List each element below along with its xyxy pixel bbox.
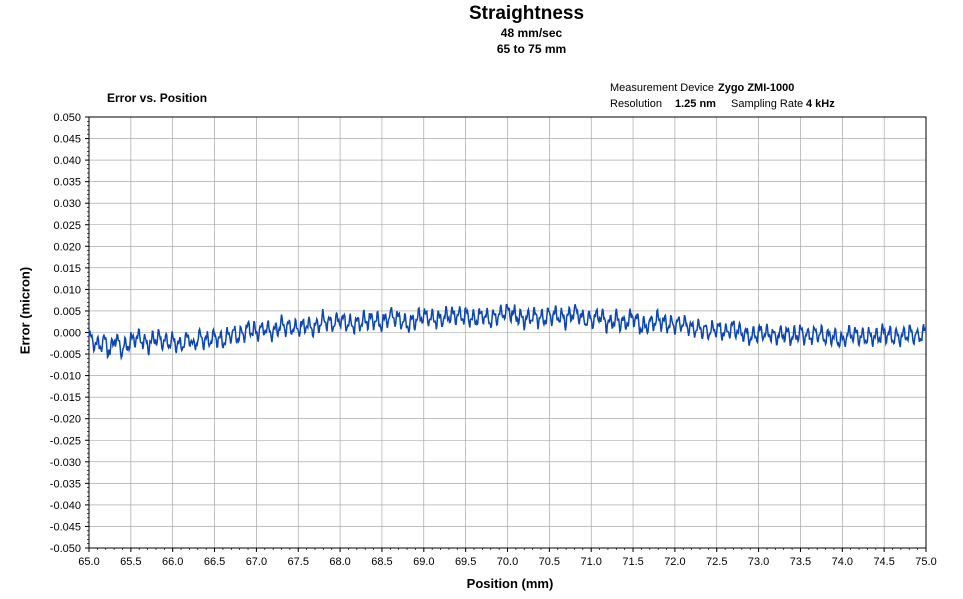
y-tick-label: 0.040	[53, 155, 81, 167]
sampling-value: 4 kHz	[806, 98, 835, 110]
y-tick-label: -0.050	[50, 543, 81, 555]
y-tick-label: 0.020	[53, 241, 81, 253]
device-label: Measurement Device	[610, 82, 714, 94]
y-tick-label: 0.025	[53, 220, 81, 232]
chart-title: Straightness	[468, 3, 585, 24]
resolution-value: 1.25 nm	[675, 98, 716, 110]
y-tick-label: -0.035	[50, 478, 81, 490]
x-tick-label: 73.0	[748, 556, 769, 568]
x-tick-label: 69.5	[455, 556, 476, 568]
panel-title: Error vs. Position	[107, 91, 208, 105]
chart-subtitle-speed: 48 mm/sec	[500, 26, 563, 40]
y-tick-label: 0.000	[53, 328, 81, 340]
x-tick-label: 72.0	[664, 556, 685, 568]
x-tick-label: 69.0	[413, 556, 434, 568]
device-value: Zygo ZMI-1000	[718, 82, 795, 94]
y-tick-label: -0.025	[50, 435, 81, 447]
x-tick-label: 65.0	[78, 556, 99, 568]
x-tick-label: 74.0	[832, 556, 853, 568]
x-tick-label: 73.5	[790, 556, 811, 568]
x-tick-label: 70.0	[497, 556, 518, 568]
y-tick-label: 0.015	[53, 263, 81, 275]
y-tick-label: -0.015	[50, 392, 81, 404]
y-tick-label: -0.020	[50, 414, 81, 426]
y-tick-label: -0.005	[50, 349, 81, 361]
y-tick-label: 0.045	[53, 134, 81, 146]
y-tick-label: -0.010	[50, 371, 81, 383]
x-tick-label: 66.0	[162, 556, 183, 568]
x-tick-label: 66.5	[204, 556, 225, 568]
y-tick-label: 0.035	[53, 177, 81, 189]
y-tick-label: -0.040	[50, 500, 81, 512]
x-tick-label: 67.0	[246, 556, 267, 568]
y-tick-label: 0.010	[53, 284, 81, 296]
x-tick-label: 65.5	[120, 556, 141, 568]
x-tick-label: 74.5	[873, 556, 894, 568]
chart-subtitle-range: 65 to 75 mm	[496, 42, 567, 56]
series-line	[88, 303, 927, 361]
x-axis-label: Position (mm)	[466, 576, 554, 591]
y-tick-label: 0.030	[53, 198, 81, 210]
sampling-label: Sampling Rate	[731, 98, 804, 110]
x-tick-label: 68.0	[329, 556, 350, 568]
x-tick-label: 67.5	[288, 556, 309, 568]
x-tick-label: 71.5	[622, 556, 643, 568]
x-tick-label: 72.5	[706, 556, 727, 568]
x-tick-label: 71.0	[580, 556, 601, 568]
y-tick-label: 0.005	[53, 306, 81, 318]
y-tick-label: -0.045	[50, 521, 81, 533]
y-tick-label: 0.050	[53, 112, 81, 124]
x-tick-label: 68.5	[371, 556, 392, 568]
x-tick-label: 70.5	[539, 556, 560, 568]
y-tick-label: -0.030	[50, 457, 81, 469]
resolution-label: Resolution	[610, 98, 662, 110]
x-tick-label: 75.0	[915, 556, 936, 568]
